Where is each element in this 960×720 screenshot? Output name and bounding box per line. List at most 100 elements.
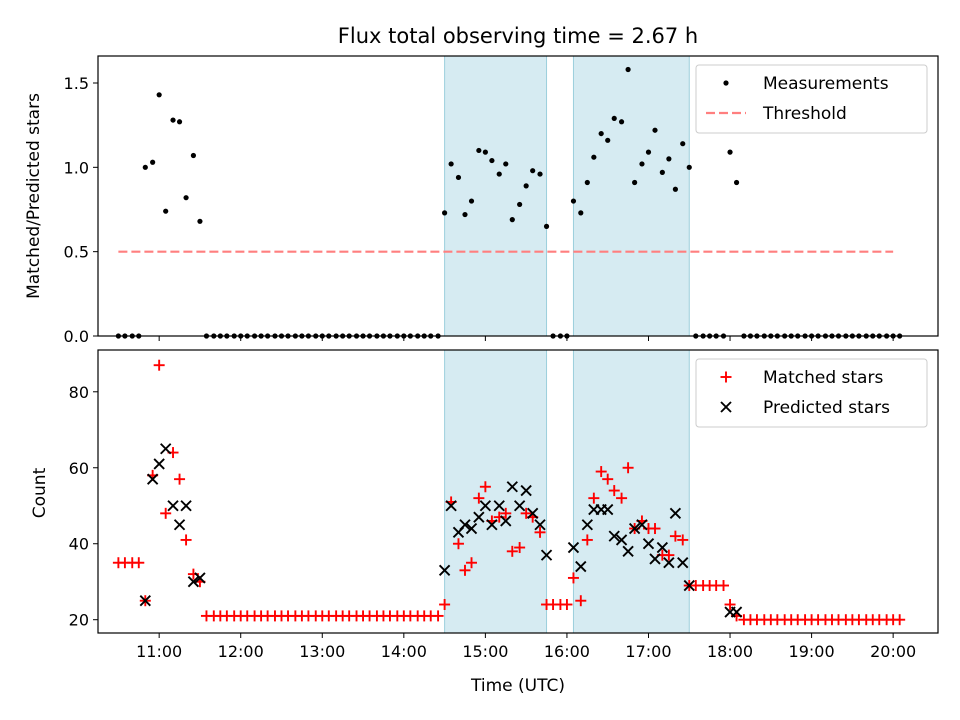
data-point [133,557,145,569]
data-point [459,519,471,531]
data-point [543,223,550,229]
data-point [448,161,454,167]
legend-label: Predicted stars [763,398,890,418]
data-point [527,507,539,520]
data-point [632,179,638,186]
data-point [514,542,526,554]
data-point [628,522,641,535]
data-point [153,359,165,371]
series-matched-stars [112,359,906,626]
data-point [659,169,665,175]
observing-window-1 [444,349,548,634]
data-point [636,519,648,531]
data-point [733,179,740,186]
legend-label: Threshold [762,104,847,124]
legend: Measurements Threshold [695,64,928,134]
data-point [894,614,906,626]
data-point [677,534,689,546]
data-point [489,157,495,164]
x-tick-label: 18:00 [707,642,753,661]
y-tick-label: 0.0 [64,327,89,346]
data-point [517,201,523,208]
data-point [649,553,661,565]
data-point [493,500,505,512]
data-point [503,161,509,167]
data-point [459,564,471,576]
data-point [479,481,491,493]
observing-window-1 [444,55,548,337]
data-point [683,579,695,592]
data-point [170,117,176,123]
data-point [486,519,498,531]
data-point [150,159,156,165]
x-tick-label: 19:00 [789,642,835,661]
data-point [509,217,515,223]
data-point [466,557,478,569]
data-point [598,130,604,137]
legend-label: Measurements [763,74,889,94]
data-point [686,164,692,170]
data-point [575,595,587,607]
data-point [669,530,681,542]
data-point [452,538,464,550]
data-point [611,115,617,122]
series-predicted-stars [139,443,743,618]
data-point [581,519,593,531]
data-point [197,218,203,224]
y-tick-label: 0.5 [64,243,89,262]
data-point [520,484,532,497]
data-point [160,507,172,519]
data-point [642,538,655,550]
data-point [570,198,577,204]
data-point [496,171,502,177]
data-point [567,541,580,554]
legend-marker [720,401,732,413]
data-point [174,473,186,485]
data-point [652,127,658,133]
chart-title: Flux total observing time = 2.67 h [338,24,698,48]
data-point [139,595,151,607]
data-point [180,534,192,546]
data-point [442,210,448,216]
data-point [730,606,743,618]
data-point [602,473,614,485]
y-tick-label: 40 [69,535,89,554]
data-point [639,161,645,167]
observing-window-2 [572,55,690,337]
y-axis-label-ratio: Matched/Predicted stars [24,93,44,299]
data-point [584,179,590,186]
data-point [530,168,536,174]
data-point [608,485,620,497]
data-point [180,500,192,512]
data-point [160,443,172,455]
data-point [537,171,543,177]
data-point [465,522,478,535]
data-point [591,154,597,160]
data-point [663,549,675,561]
data-point [724,599,736,611]
data-point [588,492,600,504]
legend-marker [720,371,732,383]
data-point [663,557,675,569]
data-point [479,500,492,512]
data-point [445,500,457,512]
data-point [666,156,672,162]
data-point [645,149,652,155]
ratio-panel: 0.0 0.5 1.0 1.5 Measurements Threshold [64,55,939,346]
data-point [575,560,587,573]
data-point [523,183,529,189]
data-point [482,149,488,155]
data-point [581,534,593,546]
data-point [578,210,584,216]
y-tick-label: 1.5 [64,74,89,93]
data-point [462,211,468,218]
legend: Matched stars Predicted stars [695,358,928,428]
data-point [622,462,634,474]
x-tick-label: 16:00 [544,642,590,661]
data-point [618,119,625,125]
legend-marker [723,80,729,86]
series-measurements [115,66,903,339]
data-point [520,507,532,519]
data-point [176,119,183,125]
